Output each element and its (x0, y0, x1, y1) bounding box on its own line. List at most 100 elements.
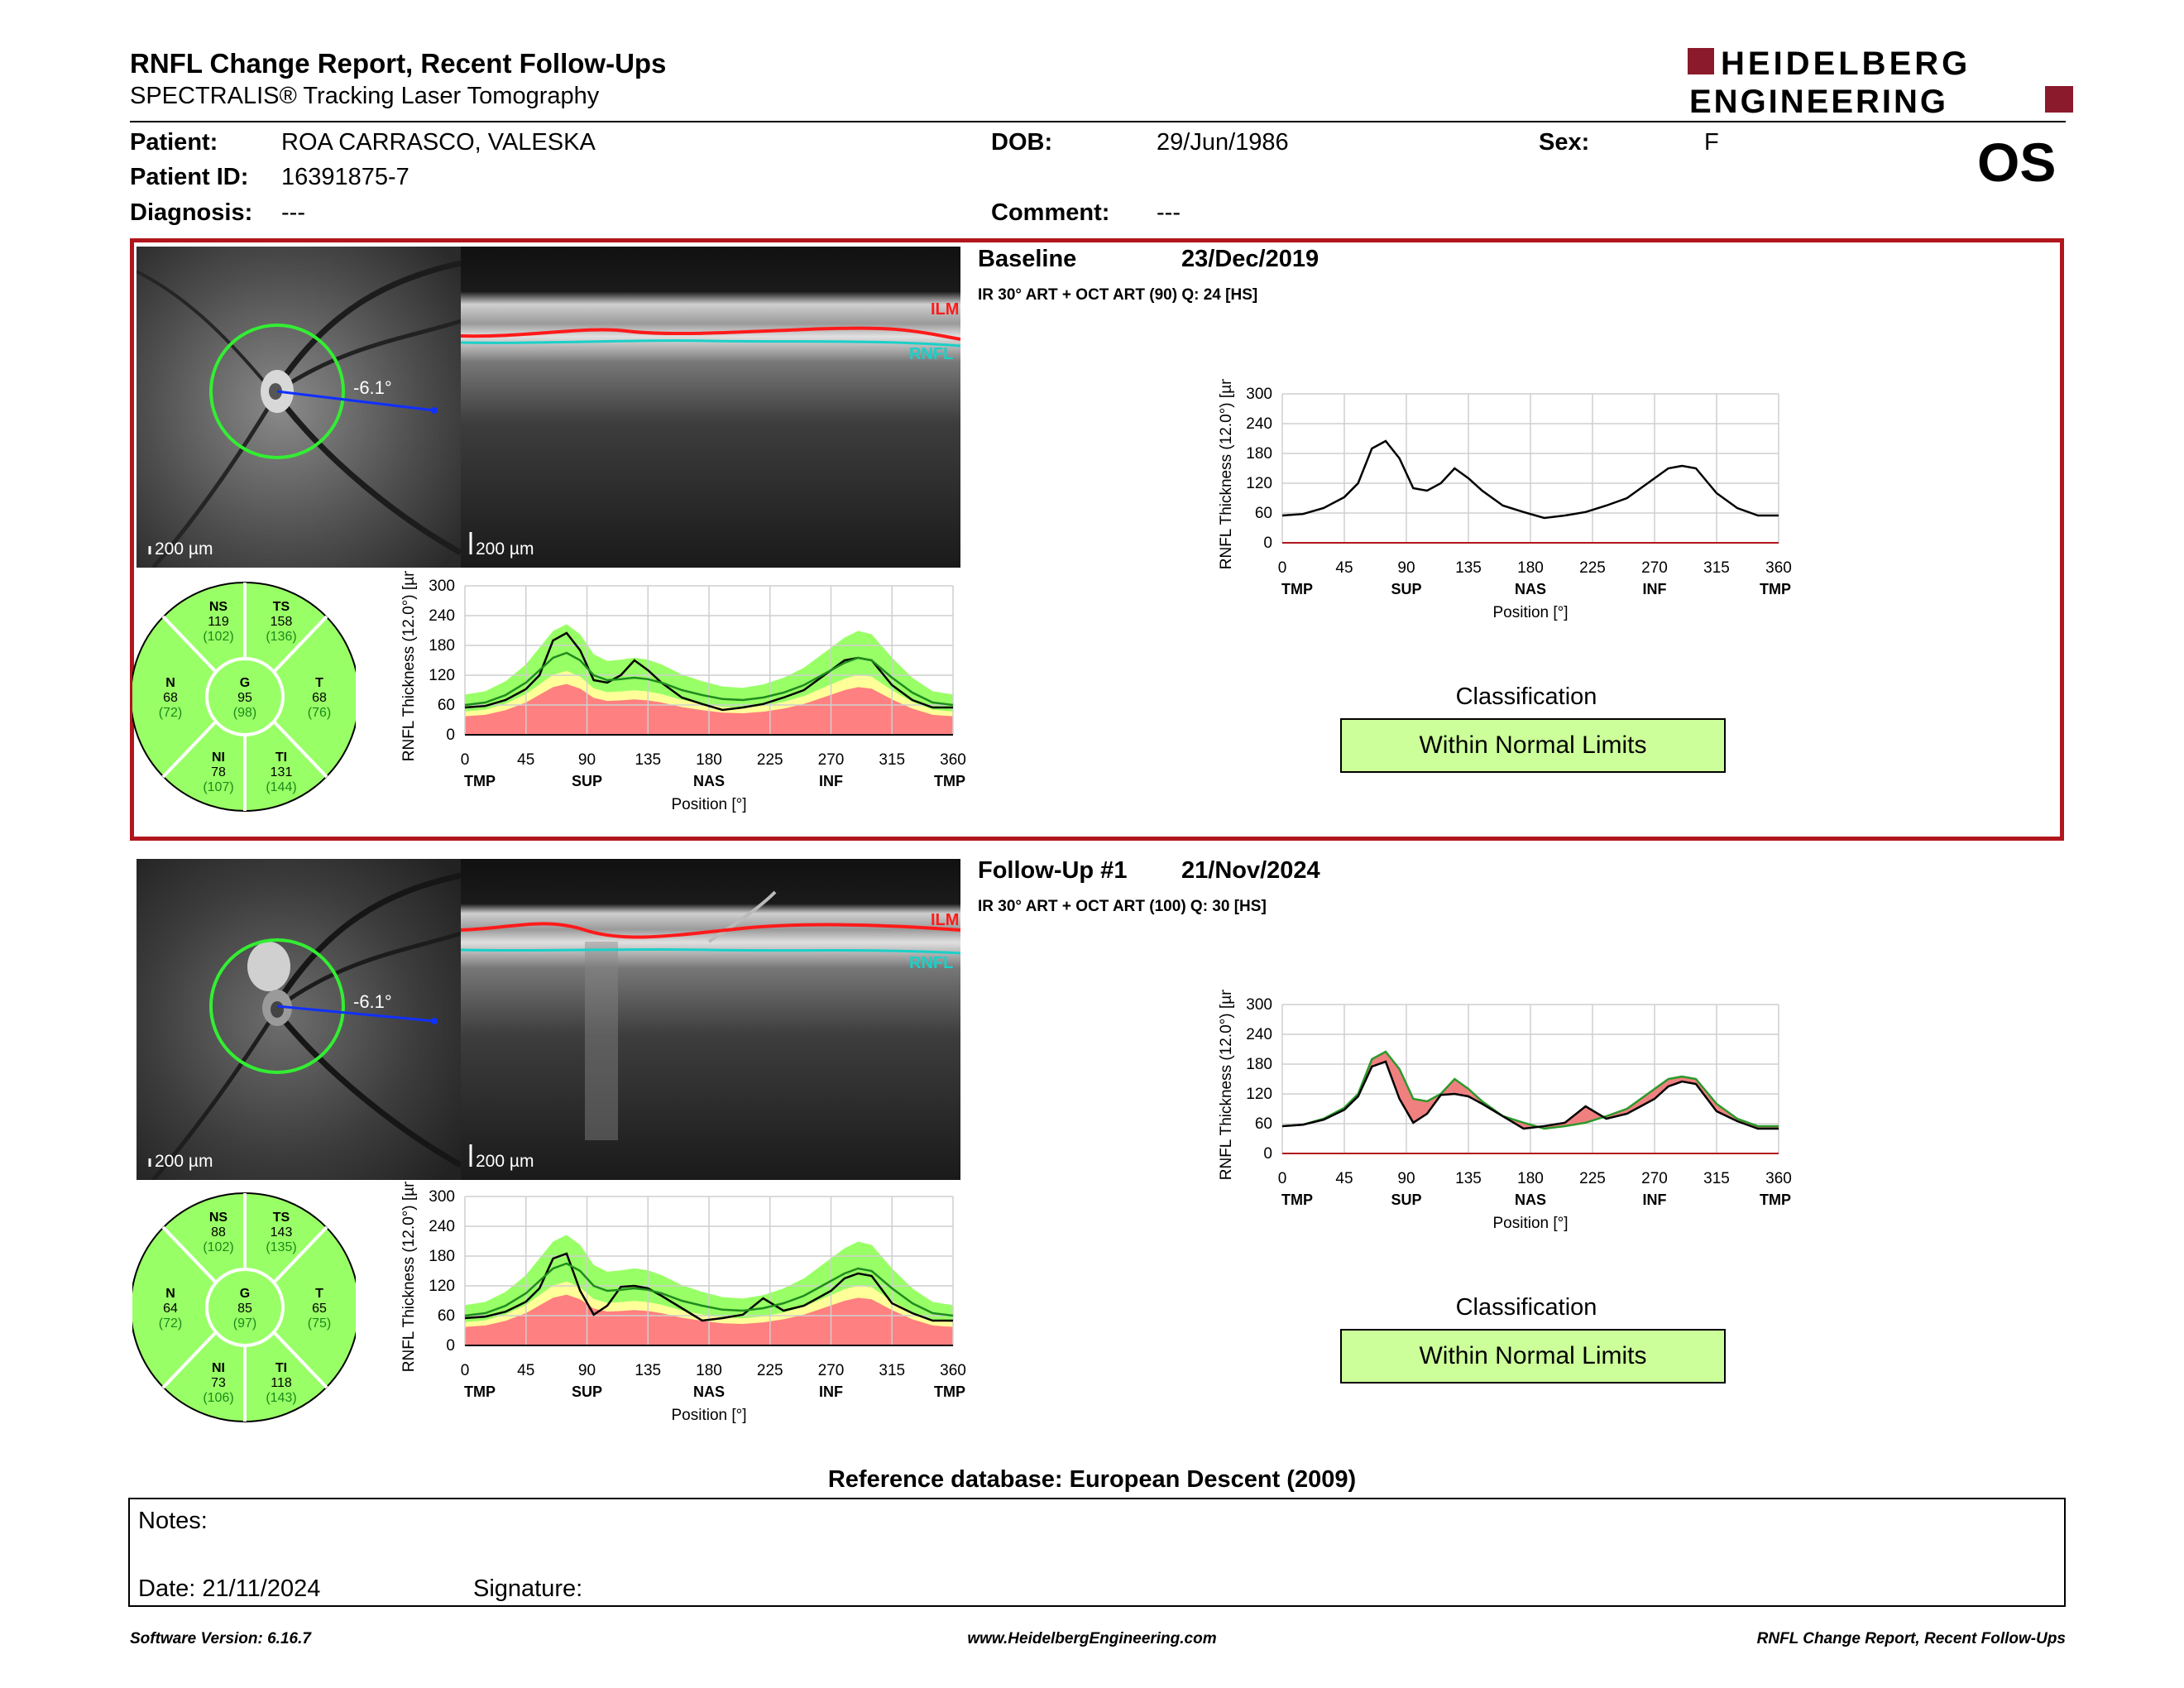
sector-n-name: N (165, 1287, 175, 1301)
sector-ts-name: TS (273, 600, 290, 614)
dob-value: 29/Jun/1986 (1157, 129, 1289, 156)
x-tick-label: 0 (1278, 1170, 1287, 1187)
sector-ti-name: TI (275, 750, 287, 765)
sector-ts-name: TS (273, 1211, 290, 1225)
x-tick-label: 135 (1455, 1170, 1482, 1187)
x-tick-label: 180 (696, 751, 722, 769)
baseline-profile-chart: 0 45 90 135 180 225 270 315 360 0 60 120 180 240 300 TM… (1218, 379, 1792, 621)
heidelberg-logo: HEIDELBERG ENGINEERING (1688, 46, 2073, 119)
scan-angle-label: -6.1° (353, 991, 392, 1012)
notes-box[interactable]: Notes: Date: 21/11/2024 Signature: (128, 1498, 2066, 1607)
region-label: INF (819, 1383, 843, 1400)
followup-normative-chart: 0 45 90 135 180 225 270 315 360 0 60 120 180 240 300 TM… (400, 1182, 966, 1424)
x-tick-label: 45 (517, 751, 534, 769)
y-tick-label: 300 (429, 1188, 455, 1206)
series-line-2 (464, 651, 954, 707)
series-line-1 (1281, 439, 1779, 520)
sex-label: Sex: (1539, 129, 1590, 156)
baseline-normative-chart: 0 45 90 135 180 225 270 315 360 0 60 120 180 240 300 TM… (400, 571, 966, 813)
sector-ns-ref: (102) (203, 1240, 233, 1254)
ilm-label: ILM (931, 911, 959, 929)
patient-label: Patient: (130, 129, 218, 156)
sector-g-ref: (98) (233, 706, 256, 720)
x-tick-label: 90 (578, 1362, 596, 1379)
x-tick-label: 270 (818, 1362, 845, 1379)
sector-ns-name: NS (209, 1211, 228, 1225)
sector-ni-value: 73 (211, 1376, 226, 1390)
x-tick-label: 270 (1641, 1170, 1668, 1187)
y-tick-label: 120 (1246, 475, 1272, 492)
sector-ts-ref: (136) (266, 630, 296, 644)
x-tick-label: 270 (1641, 559, 1668, 577)
x-tick-label: 315 (879, 1362, 905, 1379)
y-axis-label: RNFL Thickness (12.0°) [µm] (1218, 379, 1235, 569)
footer-website: www.HeidelbergEngineering.com (967, 1630, 1217, 1647)
sector-ti-ref: (144) (266, 780, 296, 794)
sex-value: F (1704, 129, 1719, 156)
footer-software-version: Software Version: 6.16.7 (130, 1630, 311, 1647)
baseline-sector-diagram: NS 119 (102) TS 158 (136) N 68 (72) G 95… (132, 582, 356, 812)
x-axis-label: Position [°] (1492, 1215, 1568, 1232)
x-tick-label: 180 (696, 1362, 722, 1379)
y-axis-label: RNFL Thickness (12.0°) [µm] (400, 1182, 418, 1372)
region-label: TMP (1760, 1192, 1791, 1208)
y-tick-label: 0 (446, 727, 455, 744)
scan-angle-label: -6.1° (353, 377, 392, 398)
rnfl-label: RNFL (909, 954, 953, 972)
x-tick-label: 0 (1278, 559, 1287, 577)
report-title: RNFL Change Report, Recent Follow-Ups (130, 48, 667, 79)
sector-n-value: 64 (163, 1302, 178, 1316)
region-label: TMP (464, 773, 496, 789)
dob-label: DOB: (991, 129, 1053, 156)
patient-name: ROA CARRASCO, VALESKA (281, 129, 596, 156)
y-tick-label: 60 (1255, 505, 1272, 522)
sector-g-value: 85 (237, 1302, 252, 1316)
series-line-2 (464, 1262, 954, 1317)
ilm-label: ILM (931, 300, 959, 319)
y-tick-label: 240 (429, 607, 455, 625)
x-tick-label: 45 (517, 1362, 534, 1379)
region-label: TMP (464, 1383, 496, 1400)
x-tick-label: 90 (1397, 559, 1415, 577)
x-tick-label: 0 (461, 751, 470, 769)
region-label: TMP (1281, 1192, 1313, 1208)
x-tick-label: 270 (818, 751, 845, 769)
region-label: TMP (1760, 581, 1791, 597)
y-tick-label: 0 (1263, 535, 1272, 552)
region-label: NAS (693, 773, 725, 789)
x-tick-label: 135 (635, 1362, 661, 1379)
sector-ni-ref: (106) (203, 1391, 233, 1405)
sector-ns-value: 119 (208, 615, 229, 629)
footer-report-name: RNFL Change Report, Recent Follow-Ups (1756, 1630, 2066, 1647)
diagnosis-value: --- (281, 199, 305, 226)
y-tick-label: 180 (429, 637, 455, 655)
region-label: TMP (1281, 581, 1313, 597)
region-label: SUP (572, 1383, 602, 1400)
region-label: INF (1643, 581, 1667, 597)
sector-g-name: G (240, 676, 250, 690)
sector-ti-value: 131 (271, 765, 293, 779)
sector-n-ref: (72) (159, 1316, 182, 1331)
x-tick-label: 225 (757, 1362, 783, 1379)
sector-ns-name: NS (209, 600, 228, 614)
rnfl-label: RNFL (909, 345, 953, 363)
sector-g-value: 95 (237, 691, 252, 705)
region-label: NAS (1515, 1192, 1546, 1208)
followup-bscan-image: ILM RNFL 200 µm (461, 859, 960, 1180)
comment-value: --- (1157, 199, 1181, 226)
sector-n-ref: (72) (159, 706, 182, 720)
y-tick-label: 60 (438, 697, 455, 714)
followup-fundus-image: -6.1° 200 µm (136, 859, 461, 1180)
sector-ni-name: NI (212, 750, 225, 765)
y-axis-label: RNFL Thickness (12.0°) [µm] (1218, 990, 1235, 1180)
svg-text:HEIDELBERG: HEIDELBERG (1721, 46, 1971, 82)
x-tick-label: 315 (879, 751, 905, 769)
baseline-classification-badge: Within Normal Limits (1340, 718, 1726, 773)
sector-t-value: 65 (312, 1302, 327, 1316)
x-tick-label: 360 (940, 751, 966, 769)
baseline-acquisition: IR 30° ART + OCT ART (90) Q: 24 [HS] (978, 286, 1258, 304)
y-tick-label: 0 (1263, 1145, 1272, 1163)
region-label: TMP (934, 773, 965, 789)
sector-g-name: G (240, 1287, 250, 1301)
x-tick-label: 45 (1335, 1170, 1353, 1187)
